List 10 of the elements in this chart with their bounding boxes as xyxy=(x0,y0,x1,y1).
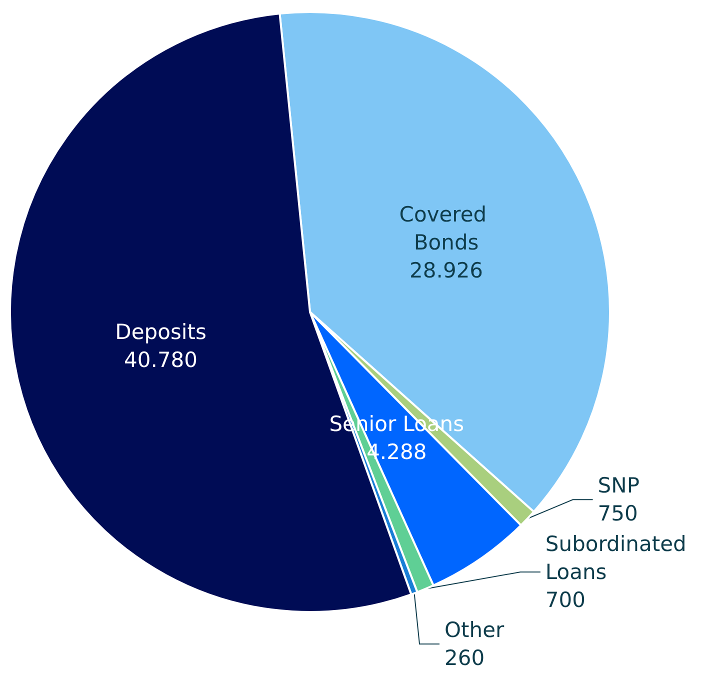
slice-label: Deposits xyxy=(115,320,206,344)
slice-label: Covered Bonds xyxy=(399,202,494,254)
data-label: 28.926 xyxy=(410,258,484,282)
slice-label: Subordinated Loans xyxy=(545,532,694,584)
data-label: 40.780 xyxy=(124,348,198,372)
data-label: 700 xyxy=(545,588,586,612)
slice-label: Other xyxy=(444,618,504,642)
slice-label: SNP xyxy=(598,474,640,498)
data-label: 260 xyxy=(444,646,485,670)
data-label: 750 xyxy=(598,502,638,526)
